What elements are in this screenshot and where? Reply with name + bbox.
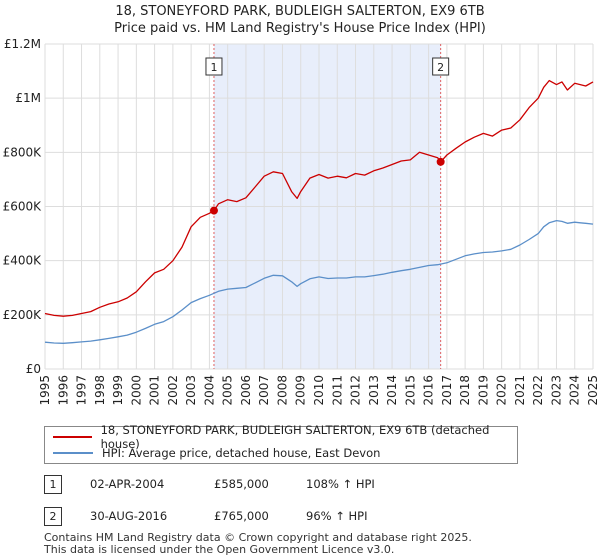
chart-subtitle: Price paid vs. HM Land Registry's House … <box>114 21 486 36</box>
hpi-line <box>44 219 594 344</box>
x-tick-label: 2007 <box>257 375 271 406</box>
x-tick-label: 2023 <box>549 375 563 406</box>
x-tick-label: 2002 <box>166 375 180 406</box>
footer-license: This data is licensed under the Open Gov… <box>44 543 395 556</box>
y-tick-label: £400K <box>3 254 43 268</box>
sale-price: £585,000 <box>214 477 269 491</box>
sale-price: £765,000 <box>214 509 269 523</box>
x-tick-label: 1996 <box>56 375 70 406</box>
x-tick-label: 2012 <box>349 375 363 406</box>
sale-label-box <box>205 57 223 76</box>
sale-label-number: 2 <box>437 61 444 74</box>
x-tick-label: 1999 <box>111 375 125 406</box>
legend-line-property <box>53 436 92 438</box>
x-tick-label: 2020 <box>495 375 509 406</box>
x-tick-label: 2017 <box>440 375 454 406</box>
x-tick-label: 2009 <box>294 375 308 406</box>
legend-item-hpi: HPI: Average price, detached house, East… <box>53 445 380 461</box>
x-tick-label: 2016 <box>422 375 436 406</box>
sale-point <box>209 206 218 215</box>
sale-label-number: 1 <box>210 61 217 74</box>
legend: 18, STONEYFORD PARK, BUDLEIGH SALTERTON,… <box>44 423 518 464</box>
legend-item-property: 18, STONEYFORD PARK, BUDLEIGH SALTERTON,… <box>53 423 517 451</box>
x-tick-label: 2014 <box>385 375 399 406</box>
price-chart: £0 £200K £400K £600K £800K £1M £1.2M 1995 1996 19… <box>3 37 600 406</box>
x-tick-label: 2018 <box>458 375 472 406</box>
legend-label-property: 18, STONEYFORD PARK, BUDLEIGH SALTERTON,… <box>100 423 490 451</box>
footer-copyright: Contains HM Land Registry data © Crown c… <box>44 531 472 544</box>
y-tick-label: £1M <box>15 91 41 105</box>
x-tick-label: 2019 <box>476 375 490 406</box>
chart-title: 18, STONEYFORD PARK, BUDLEIGH SALTERTON,… <box>115 4 485 19</box>
x-tick-label: 2000 <box>129 375 143 406</box>
property-price-line <box>44 79 594 317</box>
sale-label-box <box>432 57 450 76</box>
x-tick-label: 2021 <box>513 375 527 406</box>
x-tick-label: 2003 <box>184 375 198 406</box>
x-tick-label: 2011 <box>330 375 344 406</box>
sale-hpi-change: 108% ↑ HPI <box>306 477 375 491</box>
x-tick-label: 2010 <box>312 375 326 406</box>
x-tick-label: 2005 <box>221 375 235 406</box>
y-tick-label: £0 <box>26 362 41 376</box>
x-tick-label: 1998 <box>93 375 107 406</box>
x-tick-label: 2024 <box>568 375 582 406</box>
y-tick-label: £200K <box>3 308 43 322</box>
legend-label-hpi: HPI: Average price, detached house, East… <box>102 446 381 460</box>
legend-line-hpi <box>53 452 93 454</box>
sale-number-badge: 2 <box>44 507 62 526</box>
x-tick-label: 2013 <box>367 375 381 406</box>
x-tick-label: 2006 <box>239 375 253 406</box>
x-tick-label: 2004 <box>202 375 216 406</box>
sale-point <box>436 157 445 166</box>
y-tick-label: £800K <box>3 145 43 159</box>
y-tick-label: £1.2M <box>4 37 41 51</box>
x-tick-label: 1995 <box>38 375 52 406</box>
sale-hpi-change: 96% ↑ HPI <box>306 509 368 523</box>
y-tick-label: £600K <box>3 200 43 214</box>
x-tick-label: 1997 <box>75 375 89 406</box>
x-tick-label: 2015 <box>403 375 417 406</box>
sale-number-badge: 1 <box>44 475 62 494</box>
x-tick-label: 2001 <box>148 375 162 406</box>
footer: Contains HM Land Registry data © Crown c… <box>44 532 472 556</box>
sale-date: 02-APR-2004 <box>90 477 165 491</box>
x-tick-label: 2022 <box>531 375 545 406</box>
sale-date: 30-AUG-2016 <box>90 509 168 523</box>
x-tick-label: 2025 <box>586 375 600 406</box>
x-tick-label: 2008 <box>275 375 289 406</box>
